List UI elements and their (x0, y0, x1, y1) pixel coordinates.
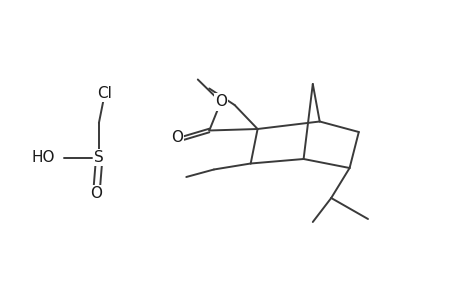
Text: HO: HO (32, 150, 56, 165)
Text: S: S (94, 150, 104, 165)
Text: Cl: Cl (97, 85, 112, 100)
Text: O: O (214, 94, 226, 110)
Text: O: O (90, 186, 102, 201)
Text: O: O (171, 130, 183, 146)
